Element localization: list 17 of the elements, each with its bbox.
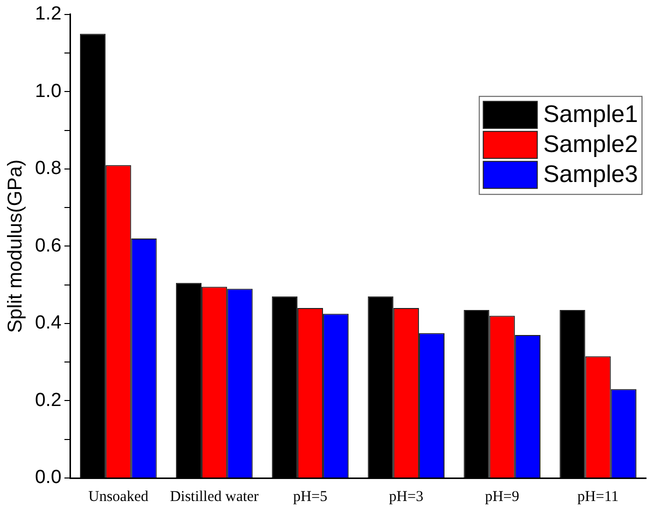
legend-label: Sample3 (543, 161, 638, 188)
legend-label: Sample1 (543, 101, 638, 128)
y-tick-label: 0.4 (34, 312, 62, 334)
y-tick-label: 0.6 (34, 235, 62, 256)
legend-label: Sample2 (543, 131, 638, 158)
x-tick-label: pH=3 (389, 488, 424, 505)
y-tick-label: 1.0 (34, 80, 62, 102)
y-tick-label: 0.0 (34, 467, 62, 488)
x-tick-label: pH=5 (293, 488, 328, 505)
x-tick-label: Distilled water (170, 488, 259, 505)
y-tick-label: 0.2 (34, 390, 62, 411)
y-axis-title: Split modulus(GPa) (4, 159, 27, 333)
x-tick-label: Unsoaked (88, 488, 149, 505)
x-tick-label: pH=9 (484, 488, 520, 505)
y-tick-label: 0.8 (34, 158, 62, 180)
y-tick-label: 1.2 (34, 4, 62, 25)
x-tick-label: pH=11 (577, 488, 619, 505)
